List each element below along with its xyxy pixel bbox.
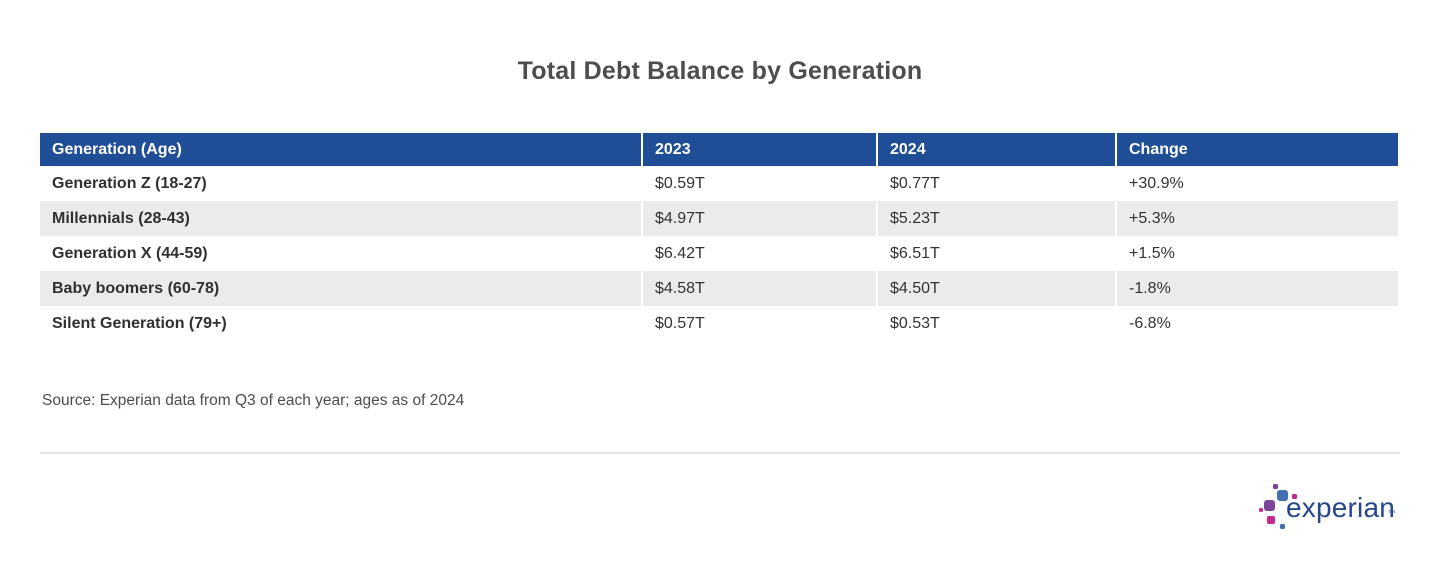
- header-cell-change: Change: [1115, 133, 1398, 166]
- cell-change: -6.8%: [1115, 306, 1398, 341]
- cell-2024: $0.77T: [876, 166, 1117, 201]
- trademark-symbol: ™: [1388, 510, 1395, 517]
- cell-generation: Generation Z (18-27): [40, 166, 643, 201]
- cell-generation: Generation X (44-59): [40, 236, 643, 271]
- sparkle-dot-blue-icon: [1280, 524, 1285, 529]
- header-cell-2024: 2024: [876, 133, 1117, 166]
- cell-change: -1.8%: [1115, 271, 1398, 306]
- header-cell-generation: Generation (Age): [40, 133, 643, 166]
- experian-logo: experian ™: [1252, 480, 1402, 538]
- sparkle-square-magenta-icon: [1267, 516, 1275, 524]
- table-row: Silent Generation (79+) $0.57T $0.53T -6…: [40, 306, 1398, 341]
- source-note: Source: Experian data from Q3 of each ye…: [42, 392, 465, 409]
- cell-generation: Silent Generation (79+): [40, 306, 643, 341]
- sparkle-dot-magenta-icon: [1292, 494, 1297, 499]
- cell-2024: $4.50T: [876, 271, 1117, 306]
- cell-2023: $4.97T: [641, 201, 878, 236]
- cell-2024: $0.53T: [876, 306, 1117, 341]
- sparkle-dot-purple-icon: [1273, 484, 1278, 489]
- cell-2023: $6.42T: [641, 236, 878, 271]
- header-cell-2023: 2023: [641, 133, 878, 166]
- table-row: Millennials (28-43) $4.97T $5.23T +5.3%: [40, 201, 1398, 236]
- horizontal-divider: [40, 452, 1400, 454]
- sparkle-dot-magenta-icon: [1259, 508, 1263, 512]
- cell-2023: $0.59T: [641, 166, 878, 201]
- cell-2023: $4.58T: [641, 271, 878, 306]
- table-row: Baby boomers (60-78) $4.58T $4.50T -1.8%: [40, 271, 1398, 306]
- cell-change: +1.5%: [1115, 236, 1398, 271]
- cell-change: +5.3%: [1115, 201, 1398, 236]
- experian-sparkle-icon: [1256, 480, 1300, 534]
- cell-2024: $5.23T: [876, 201, 1117, 236]
- cell-generation: Millennials (28-43): [40, 201, 643, 236]
- cell-2023: $0.57T: [641, 306, 878, 341]
- experian-wordmark: experian: [1286, 492, 1396, 523]
- sparkle-square-purple-icon: [1264, 500, 1275, 511]
- table-row: Generation Z (18-27) $0.59T $0.77T +30.9…: [40, 166, 1398, 201]
- page-title: Total Debt Balance by Generation: [517, 57, 923, 85]
- table-header-row: Generation (Age) 2023 2024 Change: [40, 133, 1398, 166]
- cell-change: +30.9%: [1115, 166, 1398, 201]
- cell-2024: $6.51T: [876, 236, 1117, 271]
- sparkle-square-blue-icon: [1277, 490, 1288, 501]
- table-row: Generation X (44-59) $6.42T $6.51T +1.5%: [40, 236, 1398, 271]
- debt-balance-table: Generation (Age) 2023 2024 Change Genera…: [40, 133, 1398, 341]
- cell-generation: Baby boomers (60-78): [40, 271, 643, 306]
